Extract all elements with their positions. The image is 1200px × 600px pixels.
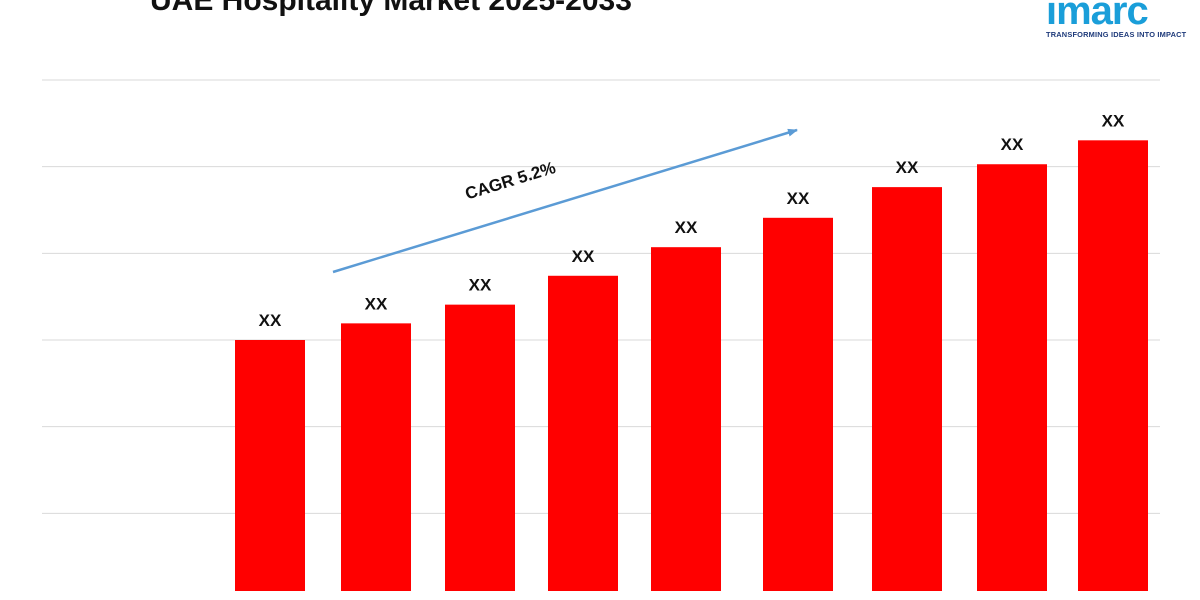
chart-title: UAE Hospitality Market 2025-2033 (150, 0, 632, 17)
bar-value-label-1: XX (259, 311, 282, 330)
cagr-arrow (332, 128, 798, 274)
bar-3 (445, 304, 515, 591)
bar-4 (548, 275, 618, 591)
data-labels: XX XX XX XX XX XX XX XX XX (259, 111, 1125, 330)
bar-1 (235, 340, 305, 591)
bar-value-label-6: XX (787, 189, 810, 208)
bar-8 (977, 164, 1047, 592)
bar-2 (341, 323, 411, 591)
bar-6 (763, 217, 833, 592)
cagr-label: CAGR 5.2% (463, 158, 558, 204)
bar-value-label-7: XX (896, 158, 919, 177)
bar-value-label-5: XX (675, 218, 698, 237)
bar-9 (1078, 140, 1148, 591)
bar-7 (872, 187, 942, 591)
cagr-annotation: CAGR 5.2% (332, 128, 798, 274)
bar-value-label-8: XX (1001, 135, 1024, 154)
logo-tagline: TRANSFORMING IDEAS INTO IMPACT (1046, 30, 1187, 39)
imarc-logo: imarc TRANSFORMING IDEAS INTO IMPACT (1040, 0, 1186, 42)
bar-value-label-3: XX (469, 276, 492, 295)
bar-value-label-2: XX (365, 294, 388, 313)
logo-wordmark: imarc (1046, 0, 1149, 33)
bar-series (235, 140, 1148, 592)
bar-value-label-9: XX (1102, 111, 1125, 130)
bar-value-label-4: XX (572, 247, 595, 266)
bar-5 (651, 247, 721, 591)
